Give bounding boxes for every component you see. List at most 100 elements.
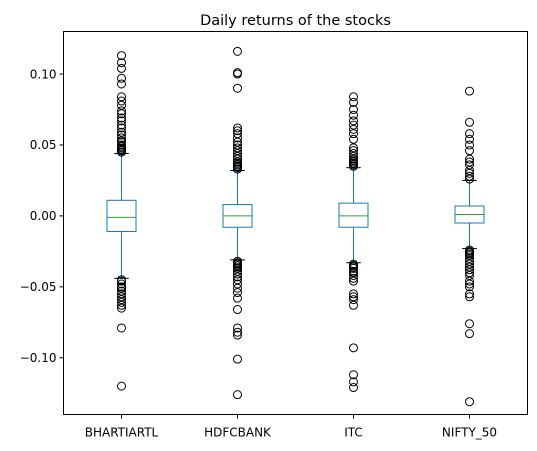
flier-point	[117, 381, 126, 391]
y-tick-label: 0.10	[30, 67, 57, 81]
flier-point	[117, 116, 126, 126]
axes-frame	[63, 31, 528, 415]
flier-point	[349, 292, 358, 302]
flier-point	[349, 276, 358, 286]
flier-point	[233, 390, 242, 400]
flier-point	[465, 129, 474, 139]
flier-point	[117, 289, 126, 299]
flier-point	[233, 354, 242, 364]
plot-area	[106, 46, 485, 407]
flier-point	[465, 174, 474, 184]
flier-point	[349, 377, 358, 387]
flier-point	[465, 256, 474, 266]
flier-point	[117, 123, 126, 133]
flier-point	[233, 148, 242, 158]
flier-point	[233, 283, 242, 293]
flier-point	[117, 297, 126, 307]
y-tick-label: 0.00	[30, 209, 57, 223]
flier-point	[233, 123, 242, 133]
flier-point	[465, 282, 474, 292]
flier-point	[233, 83, 242, 93]
flier-point	[117, 283, 126, 293]
flier-point	[117, 92, 126, 102]
flier-point	[465, 279, 474, 289]
flier-point	[349, 110, 358, 120]
flier-point	[233, 143, 242, 153]
flier-point	[233, 327, 242, 337]
flier-point	[465, 276, 474, 286]
flier-point	[465, 157, 474, 167]
flier-point	[117, 130, 126, 140]
flier-point	[465, 268, 474, 278]
flier-point	[465, 265, 474, 275]
box-iqr	[338, 202, 369, 228]
flier-point	[465, 329, 474, 339]
flier-point	[117, 137, 126, 147]
flier-point	[465, 289, 474, 299]
flier-point	[117, 51, 126, 61]
flier-point	[465, 160, 474, 170]
flier-point	[465, 154, 474, 164]
flier-point	[233, 323, 242, 333]
flier-point	[349, 148, 358, 158]
box-group	[106, 51, 137, 391]
flier-point	[117, 300, 126, 310]
flier-point	[117, 120, 126, 130]
flier-point	[349, 120, 358, 130]
flier-point	[349, 270, 358, 280]
flier-point	[349, 124, 358, 134]
flier-point	[233, 330, 242, 340]
flier-point	[117, 113, 126, 123]
flier-point	[465, 134, 474, 144]
flier-point	[465, 251, 474, 261]
flier-point	[349, 370, 358, 380]
y-axis: −0.10 −0.05 0.00 0.05 0.10	[20, 67, 64, 365]
flier-point	[117, 292, 126, 302]
flier-point	[349, 300, 358, 310]
flier-point	[117, 106, 126, 116]
y-tick-label: −0.10	[20, 351, 57, 365]
flier-point	[233, 129, 242, 139]
flier-point	[349, 97, 358, 107]
flier-point	[465, 171, 474, 181]
flier-point	[349, 92, 358, 102]
flier-point	[465, 397, 474, 407]
flier-point	[117, 73, 126, 83]
flier-point	[117, 323, 126, 333]
flier-point	[233, 137, 242, 147]
flier-point	[233, 140, 242, 150]
flier-point	[117, 276, 126, 286]
flier-point	[349, 151, 358, 161]
flier-point	[233, 154, 242, 164]
flier-point	[349, 116, 358, 126]
flier-point	[349, 134, 358, 144]
flier-point	[349, 263, 358, 273]
flier-point	[465, 319, 474, 329]
flier-point	[233, 272, 242, 282]
flier-point	[349, 295, 358, 305]
flier-point	[349, 161, 358, 171]
flier-point	[233, 46, 242, 56]
x-tick-label: HDFCBANK	[204, 426, 272, 440]
flier-point	[465, 166, 474, 176]
flier-point	[117, 63, 126, 73]
flier-point	[465, 168, 474, 178]
flier-point	[233, 146, 242, 156]
flier-point	[233, 269, 242, 279]
x-axis: BHARTIARTL HDFCBANK ITC NIFTY_50	[85, 414, 497, 440]
flier-point	[117, 58, 126, 68]
flier-point	[117, 147, 126, 157]
flier-point	[233, 266, 242, 276]
flier-point	[349, 146, 358, 156]
y-tick-label: −0.05	[20, 280, 57, 294]
flier-point	[233, 263, 242, 273]
flier-point	[117, 295, 126, 305]
flier-point	[465, 292, 474, 302]
flier-point	[465, 262, 474, 272]
x-tick-label: NIFTY_50	[442, 426, 497, 440]
chart-title: Daily returns of the stocks	[200, 13, 391, 29]
flier-point	[465, 270, 474, 280]
flier-point	[117, 303, 126, 313]
flier-point	[233, 279, 242, 289]
